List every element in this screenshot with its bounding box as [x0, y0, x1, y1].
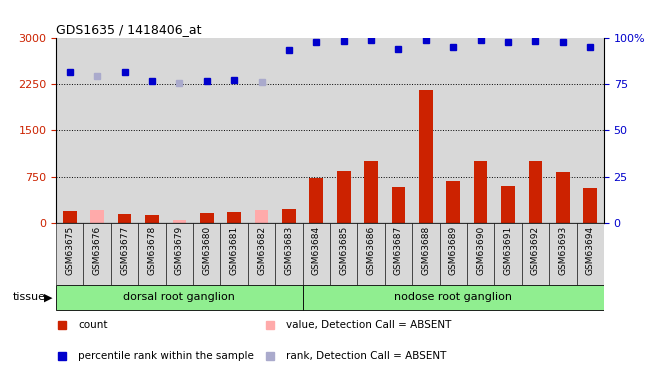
Bar — [474, 161, 488, 223]
Bar — [440, 38, 467, 223]
Bar — [467, 223, 494, 285]
Bar — [83, 38, 111, 223]
Text: GSM63692: GSM63692 — [531, 226, 540, 275]
Bar — [521, 38, 549, 223]
Text: value, Detection Call = ABSENT: value, Detection Call = ABSENT — [286, 320, 451, 330]
Bar — [56, 285, 302, 310]
Text: GSM63676: GSM63676 — [92, 226, 102, 276]
Bar — [56, 223, 83, 285]
Bar — [166, 223, 193, 285]
Bar — [419, 90, 433, 223]
Text: GSM63682: GSM63682 — [257, 226, 266, 275]
Bar — [412, 223, 440, 285]
Bar — [385, 223, 412, 285]
Bar — [63, 211, 77, 223]
Bar — [172, 220, 186, 223]
Bar — [385, 38, 412, 223]
Bar — [577, 38, 604, 223]
Text: GSM63686: GSM63686 — [366, 226, 376, 276]
Text: GSM63684: GSM63684 — [312, 226, 321, 275]
Text: GSM63683: GSM63683 — [284, 226, 294, 276]
Bar — [310, 178, 323, 223]
Bar — [220, 223, 248, 285]
Bar — [117, 214, 131, 223]
Text: GSM63675: GSM63675 — [65, 226, 75, 276]
Bar — [494, 223, 521, 285]
Bar — [501, 186, 515, 223]
Text: GDS1635 / 1418406_at: GDS1635 / 1418406_at — [56, 23, 201, 36]
Bar — [111, 223, 138, 285]
Bar — [446, 181, 460, 223]
Text: GSM63677: GSM63677 — [120, 226, 129, 276]
Bar — [138, 38, 166, 223]
Text: GSM63680: GSM63680 — [202, 226, 211, 276]
Bar — [391, 187, 405, 223]
Bar — [282, 209, 296, 223]
Bar — [275, 38, 302, 223]
Bar — [577, 223, 604, 285]
Text: ▶: ▶ — [44, 292, 53, 302]
Bar — [494, 38, 521, 223]
Bar — [302, 223, 330, 285]
Text: GSM63694: GSM63694 — [585, 226, 595, 275]
Text: count: count — [78, 320, 108, 330]
Bar — [337, 171, 350, 223]
Bar — [358, 38, 385, 223]
Text: GSM63691: GSM63691 — [504, 226, 513, 276]
Bar — [90, 210, 104, 223]
Text: GSM63689: GSM63689 — [449, 226, 458, 276]
Bar — [56, 38, 83, 223]
Text: GSM63690: GSM63690 — [476, 226, 485, 276]
Bar — [248, 223, 275, 285]
Bar — [583, 188, 597, 223]
Text: GSM63693: GSM63693 — [558, 226, 568, 276]
Bar — [556, 172, 570, 223]
Bar — [440, 223, 467, 285]
Bar — [138, 223, 166, 285]
Text: dorsal root ganglion: dorsal root ganglion — [123, 292, 236, 302]
Bar — [166, 38, 193, 223]
Bar — [145, 215, 159, 223]
Text: percentile rank within the sample: percentile rank within the sample — [78, 351, 254, 361]
Bar — [358, 223, 385, 285]
Bar — [111, 38, 138, 223]
Bar — [220, 38, 248, 223]
Bar — [549, 223, 577, 285]
Bar — [521, 223, 549, 285]
Text: GSM63678: GSM63678 — [147, 226, 156, 276]
Bar — [302, 38, 330, 223]
Bar — [227, 212, 241, 223]
Bar — [529, 161, 543, 223]
Text: rank, Detection Call = ABSENT: rank, Detection Call = ABSENT — [286, 351, 447, 361]
Text: GSM63688: GSM63688 — [421, 226, 430, 276]
Text: GSM63685: GSM63685 — [339, 226, 348, 276]
Text: GSM63681: GSM63681 — [230, 226, 239, 276]
Bar — [330, 223, 358, 285]
Bar — [302, 285, 604, 310]
Bar — [200, 213, 214, 223]
Text: GSM63679: GSM63679 — [175, 226, 184, 276]
Bar — [330, 38, 358, 223]
Bar — [193, 223, 220, 285]
Bar — [412, 38, 440, 223]
Bar — [248, 38, 275, 223]
Text: GSM63687: GSM63687 — [394, 226, 403, 276]
Bar — [193, 38, 220, 223]
Bar — [275, 223, 302, 285]
Text: tissue: tissue — [13, 292, 46, 302]
Bar — [549, 38, 577, 223]
Bar — [467, 38, 494, 223]
Text: nodose root ganglion: nodose root ganglion — [394, 292, 512, 302]
Bar — [83, 223, 111, 285]
Bar — [255, 210, 269, 223]
Bar — [364, 161, 378, 223]
